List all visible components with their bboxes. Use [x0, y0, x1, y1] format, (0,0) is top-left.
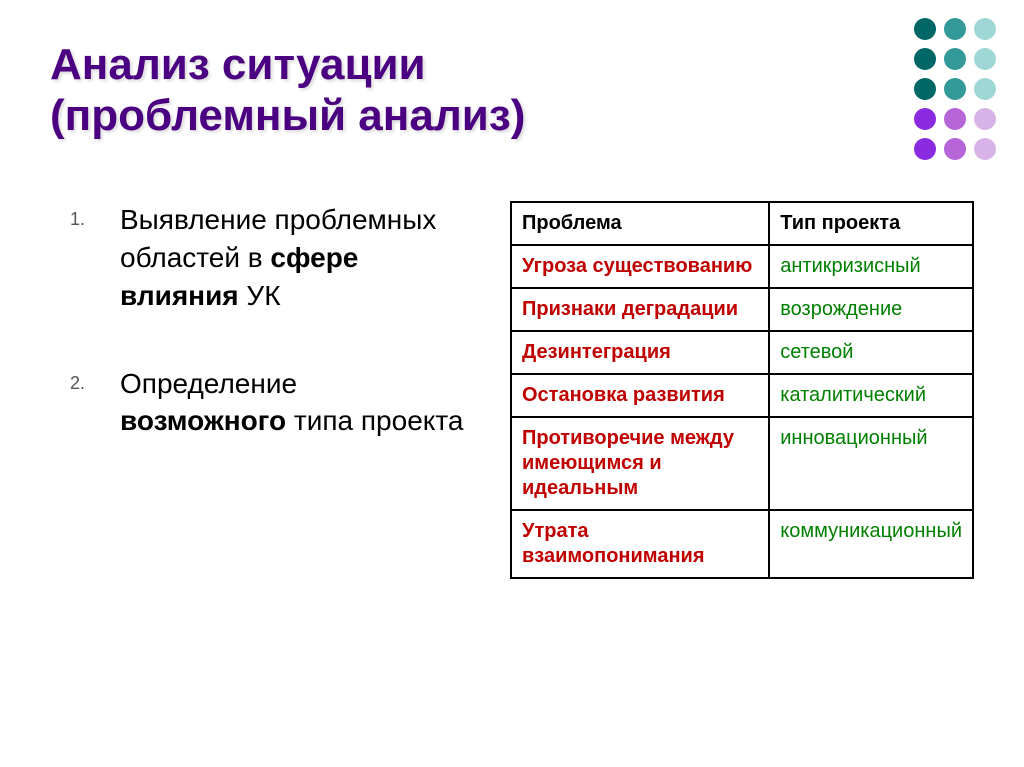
- problem-cell: Остановка развития: [511, 374, 769, 417]
- slide: Анализ ситуации (проблемный анализ) Выяв…: [0, 0, 1024, 767]
- right-column: Проблема Тип проекта Угроза существовани…: [510, 201, 974, 579]
- decoration-dots: [914, 18, 996, 160]
- dot-icon: [974, 48, 996, 70]
- type-cell: каталитический: [769, 374, 973, 417]
- problem-cell: Признаки деградации: [511, 288, 769, 331]
- table-row: Признаки деградациивозрождение: [511, 288, 973, 331]
- dot-icon: [914, 48, 936, 70]
- dot-icon: [944, 18, 966, 40]
- type-cell: инновационный: [769, 417, 973, 510]
- table-row: Противоречие между имеющимся и идеальным…: [511, 417, 973, 510]
- slide-title: Анализ ситуации (проблемный анализ): [50, 40, 974, 141]
- dot-icon: [914, 108, 936, 130]
- header-problem: Проблема: [511, 202, 769, 245]
- table-body: Угроза существованиюантикризисныйПризнак…: [511, 245, 973, 578]
- type-cell: возрождение: [769, 288, 973, 331]
- dot-icon: [974, 108, 996, 130]
- title-line-2: (проблемный анализ): [50, 91, 525, 140]
- dot-icon: [974, 78, 996, 100]
- problem-cell: Дезинтеграция: [511, 331, 769, 374]
- dot-icon: [914, 18, 936, 40]
- list-bold: возможного: [120, 405, 286, 436]
- dot-icon: [944, 78, 966, 100]
- table-row: Дезинтеграциясетевой: [511, 331, 973, 374]
- problem-cell: Утрата взаимопонимания: [511, 510, 769, 578]
- dot-icon: [944, 48, 966, 70]
- type-cell: коммуникационный: [769, 510, 973, 578]
- list-text: УК: [239, 280, 281, 311]
- title-line-1: Анализ ситуации: [50, 40, 426, 89]
- problem-cell: Угроза существованию: [511, 245, 769, 288]
- dot-icon: [914, 78, 936, 100]
- list-text: типа проекта: [286, 405, 463, 436]
- dot-icon: [914, 138, 936, 160]
- problem-cell: Противоречие между имеющимся и идеальным: [511, 417, 769, 510]
- list-item: Выявление проблемных областей в сфере вл…: [70, 201, 470, 314]
- content-area: Выявление проблемных областей в сфере вл…: [50, 201, 974, 579]
- table-row: Утрата взаимопониманиякоммуникационный: [511, 510, 973, 578]
- table-row: Остановка развитиякаталитический: [511, 374, 973, 417]
- type-cell: антикризисный: [769, 245, 973, 288]
- dot-icon: [944, 138, 966, 160]
- type-cell: сетевой: [769, 331, 973, 374]
- left-column: Выявление проблемных областей в сфере вл…: [50, 201, 470, 579]
- problem-type-table: Проблема Тип проекта Угроза существовани…: [510, 201, 974, 579]
- numbered-list: Выявление проблемных областей в сфере вл…: [70, 201, 470, 440]
- dot-icon: [974, 18, 996, 40]
- list-text: Определение: [120, 368, 297, 399]
- header-type: Тип проекта: [769, 202, 973, 245]
- dot-icon: [944, 108, 966, 130]
- table-header-row: Проблема Тип проекта: [511, 202, 973, 245]
- list-item: Определение возможного типа проекта: [70, 365, 470, 441]
- table-row: Угроза существованиюантикризисный: [511, 245, 973, 288]
- dot-icon: [974, 138, 996, 160]
